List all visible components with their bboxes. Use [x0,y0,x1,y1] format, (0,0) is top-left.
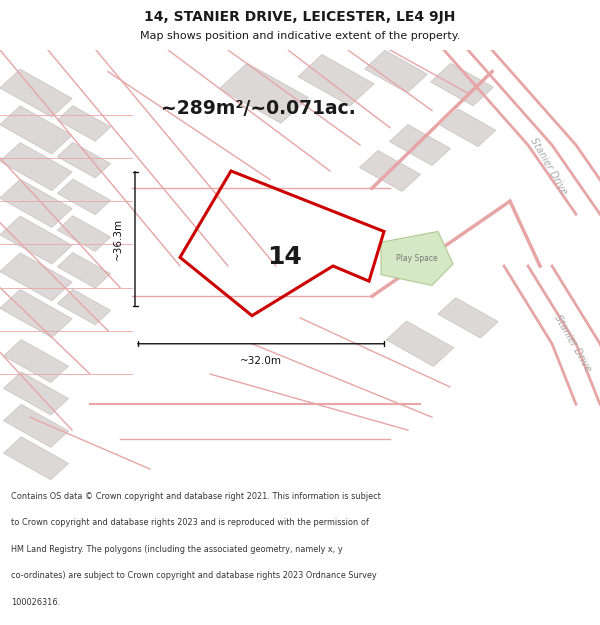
Polygon shape [438,298,498,338]
Polygon shape [4,404,68,448]
Polygon shape [58,289,110,325]
Text: 14, STANIER DRIVE, LEICESTER, LE4 9JH: 14, STANIER DRIVE, LEICESTER, LE4 9JH [145,10,455,24]
Polygon shape [220,63,308,123]
Text: ~32.0m: ~32.0m [240,356,282,366]
Polygon shape [4,372,68,415]
Polygon shape [359,151,421,191]
Polygon shape [0,289,72,338]
Text: Stanier Drive: Stanier Drive [529,136,569,197]
Polygon shape [386,321,454,366]
Polygon shape [0,179,72,228]
Text: Play Space: Play Space [396,254,438,262]
Text: 14: 14 [268,246,302,269]
Polygon shape [0,216,72,264]
Polygon shape [0,69,72,118]
Text: Stanier Drive: Stanier Drive [553,314,593,374]
Polygon shape [440,109,496,147]
Polygon shape [389,124,451,166]
Polygon shape [365,50,427,93]
Polygon shape [0,142,72,191]
Text: Contains OS data © Crown copyright and database right 2021. This information is : Contains OS data © Crown copyright and d… [11,492,380,501]
Polygon shape [298,54,374,106]
Text: ~36.3m: ~36.3m [113,218,123,260]
Polygon shape [58,216,110,251]
Polygon shape [4,437,68,480]
Polygon shape [4,339,68,382]
Text: Map shows position and indicative extent of the property.: Map shows position and indicative extent… [140,31,460,41]
Polygon shape [431,63,493,106]
Polygon shape [381,231,453,286]
Polygon shape [0,106,72,154]
Polygon shape [58,106,110,141]
Text: ~289m²/~0.071ac.: ~289m²/~0.071ac. [161,99,355,118]
Polygon shape [0,253,72,301]
Polygon shape [58,253,110,288]
Polygon shape [58,142,110,178]
Polygon shape [58,179,110,214]
Text: co-ordinates) are subject to Crown copyright and database rights 2023 Ordnance S: co-ordinates) are subject to Crown copyr… [11,571,376,581]
Text: 100026316.: 100026316. [11,598,60,607]
Text: HM Land Registry. The polygons (including the associated geometry, namely x, y: HM Land Registry. The polygons (includin… [11,545,343,554]
Text: to Crown copyright and database rights 2023 and is reproduced with the permissio: to Crown copyright and database rights 2… [11,519,368,528]
